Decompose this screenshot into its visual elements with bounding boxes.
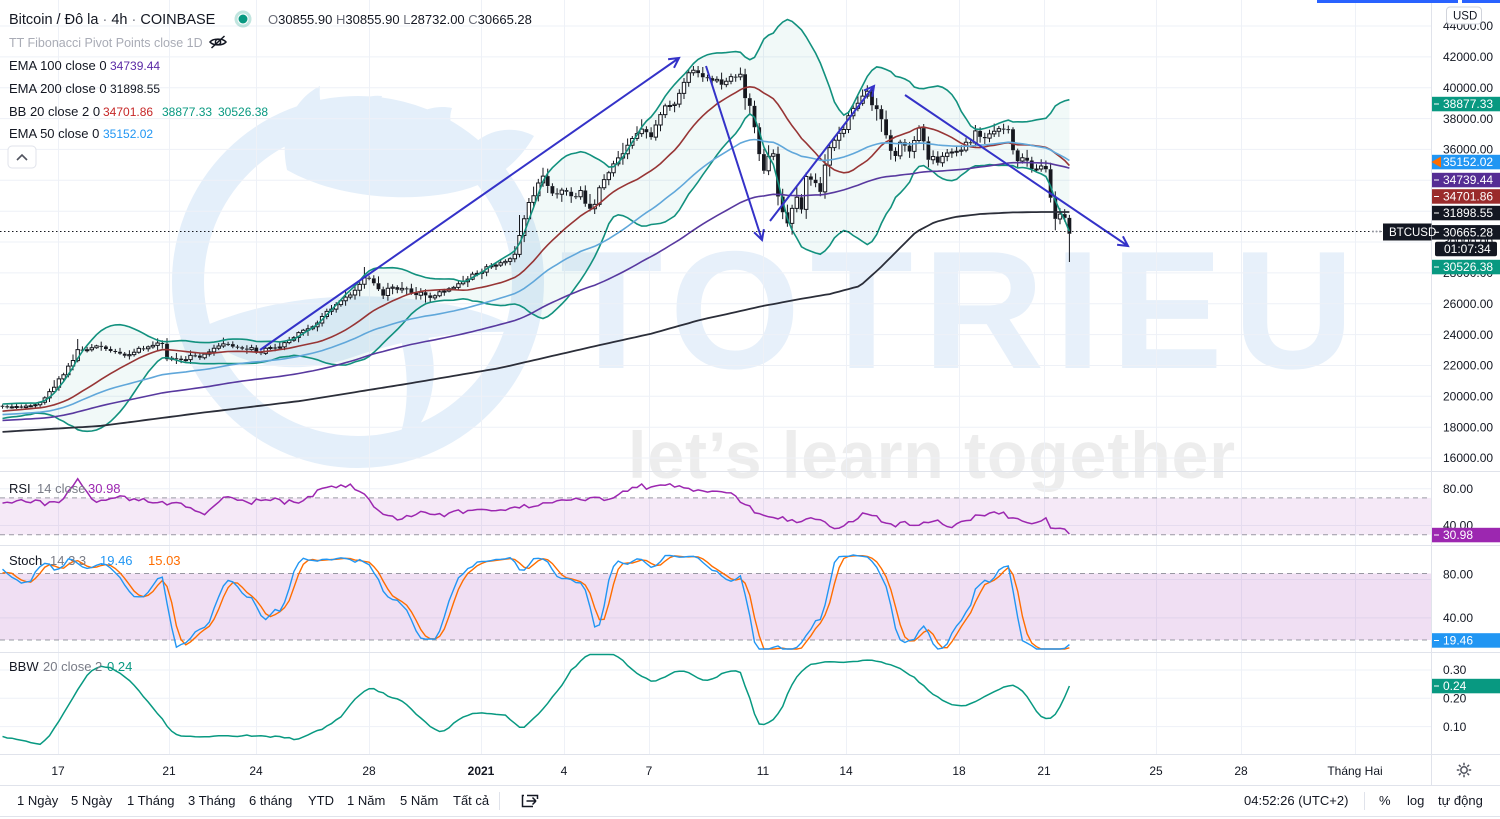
svg-text:15.03: 15.03 bbox=[148, 553, 181, 568]
svg-text:3 Tháng: 3 Tháng bbox=[188, 793, 235, 808]
svg-text:40.00: 40.00 bbox=[1443, 611, 1473, 625]
svg-text:4: 4 bbox=[561, 764, 568, 778]
svg-text:80.00: 80.00 bbox=[1443, 568, 1473, 582]
svg-text:34739.44: 34739.44 bbox=[110, 59, 160, 73]
svg-text:14 3 3: 14 3 3 bbox=[50, 553, 86, 568]
svg-text:TOTRIEU: TOTRIEU bbox=[560, 216, 1364, 404]
svg-text:21: 21 bbox=[1037, 764, 1051, 778]
svg-text:40000.00: 40000.00 bbox=[1443, 81, 1493, 95]
svg-text:21: 21 bbox=[162, 764, 176, 778]
svg-text:34701.86: 34701.86 bbox=[1443, 190, 1493, 204]
svg-text:TT Fibonacci Pivot Points clos: TT Fibonacci Pivot Points close 1D bbox=[9, 36, 203, 50]
svg-text:04:52:26 (UTC+2): 04:52:26 (UTC+2) bbox=[1244, 793, 1348, 808]
svg-text:19.46: 19.46 bbox=[100, 553, 133, 568]
svg-text:38877.33: 38877.33 bbox=[162, 105, 212, 119]
svg-text:80.00: 80.00 bbox=[1443, 482, 1473, 496]
svg-text:14 close: 14 close bbox=[37, 481, 85, 496]
svg-text:36000.00: 36000.00 bbox=[1443, 143, 1493, 157]
svg-text:Stoch: Stoch bbox=[9, 553, 42, 568]
svg-text:17: 17 bbox=[51, 764, 65, 778]
svg-text:30665.28: 30665.28 bbox=[1443, 226, 1493, 240]
svg-text:34701.86: 34701.86 bbox=[103, 105, 153, 119]
svg-text:18000.00: 18000.00 bbox=[1443, 420, 1493, 434]
svg-text:0.24: 0.24 bbox=[1443, 679, 1467, 693]
svg-text:25: 25 bbox=[1149, 764, 1163, 778]
svg-text:26000.00: 26000.00 bbox=[1443, 297, 1493, 311]
svg-text:O30855.90 H30855.90 L28732.00: O30855.90 H30855.90 L28732.00 C30665.28 bbox=[268, 12, 532, 27]
svg-text:18: 18 bbox=[952, 764, 966, 778]
svg-text:35152.02: 35152.02 bbox=[103, 127, 153, 141]
svg-text:5 Ngày: 5 Ngày bbox=[71, 793, 113, 808]
svg-text:Tháng Hai: Tháng Hai bbox=[1327, 764, 1382, 778]
svg-text:16000.00: 16000.00 bbox=[1443, 451, 1493, 465]
svg-text:20000.00: 20000.00 bbox=[1443, 390, 1493, 404]
svg-text:42000.00: 42000.00 bbox=[1443, 50, 1493, 64]
svg-text:30526.38: 30526.38 bbox=[218, 105, 268, 119]
svg-text:24000.00: 24000.00 bbox=[1443, 328, 1493, 342]
svg-text:BBW: BBW bbox=[9, 659, 39, 674]
svg-text:log: log bbox=[1407, 793, 1424, 808]
svg-text:1 Ngày: 1 Ngày bbox=[17, 793, 59, 808]
svg-text:Tất cả: Tất cả bbox=[453, 793, 490, 808]
svg-text:30526.38: 30526.38 bbox=[1443, 260, 1493, 274]
svg-text:let’s learn together: let’s learn together bbox=[628, 418, 1236, 492]
svg-text:%: % bbox=[1379, 793, 1391, 808]
svg-text:31898.55: 31898.55 bbox=[110, 82, 160, 96]
svg-text:6 tháng: 6 tháng bbox=[249, 793, 292, 808]
svg-text:30.98: 30.98 bbox=[1443, 528, 1473, 542]
svg-text:2021: 2021 bbox=[468, 764, 495, 778]
svg-text:EMA 200 close 0: EMA 200 close 0 bbox=[9, 81, 107, 96]
svg-text:24: 24 bbox=[249, 764, 263, 778]
svg-text:0.30: 0.30 bbox=[1443, 663, 1467, 677]
svg-text:EMA 100 close 0: EMA 100 close 0 bbox=[9, 58, 107, 73]
svg-text:38877.33: 38877.33 bbox=[1443, 97, 1493, 111]
svg-text:0.24: 0.24 bbox=[107, 659, 132, 674]
svg-text:EMA 50 close 0: EMA 50 close 0 bbox=[9, 126, 99, 141]
svg-text:USD: USD bbox=[1453, 11, 1477, 23]
svg-text:34739.44: 34739.44 bbox=[1443, 173, 1493, 187]
svg-text:tự động: tự động bbox=[1438, 793, 1483, 808]
svg-text:14: 14 bbox=[839, 764, 853, 778]
svg-text:5 Năm: 5 Năm bbox=[400, 793, 438, 808]
svg-text:38000.00: 38000.00 bbox=[1443, 112, 1493, 126]
svg-text:1 Tháng: 1 Tháng bbox=[127, 793, 174, 808]
svg-text:35152.02: 35152.02 bbox=[1443, 155, 1493, 169]
svg-text:22000.00: 22000.00 bbox=[1443, 359, 1493, 373]
svg-text:Bitcoin / Đô la · 4h · COINBAS: Bitcoin / Đô la · 4h · COINBASE bbox=[9, 12, 216, 28]
svg-text:1 Năm: 1 Năm bbox=[347, 793, 385, 808]
svg-text:30.98: 30.98 bbox=[88, 481, 121, 496]
svg-text:BTCUSD: BTCUSD bbox=[1389, 227, 1436, 239]
svg-text:11: 11 bbox=[757, 764, 770, 778]
svg-text:BB 20 close 2 0: BB 20 close 2 0 bbox=[9, 104, 100, 119]
svg-text:20 close 2: 20 close 2 bbox=[43, 659, 102, 674]
svg-text:0.20: 0.20 bbox=[1443, 692, 1467, 706]
svg-text:28: 28 bbox=[1234, 764, 1248, 778]
svg-text:19.46: 19.46 bbox=[1443, 634, 1473, 648]
svg-text:0.10: 0.10 bbox=[1443, 720, 1467, 734]
svg-text:YTD: YTD bbox=[308, 793, 334, 808]
svg-text:28: 28 bbox=[362, 764, 376, 778]
svg-text:31898.55: 31898.55 bbox=[1443, 206, 1493, 220]
svg-text:RSI: RSI bbox=[9, 481, 31, 496]
svg-text:01:07:34: 01:07:34 bbox=[1444, 242, 1491, 256]
svg-text:7: 7 bbox=[646, 764, 653, 778]
